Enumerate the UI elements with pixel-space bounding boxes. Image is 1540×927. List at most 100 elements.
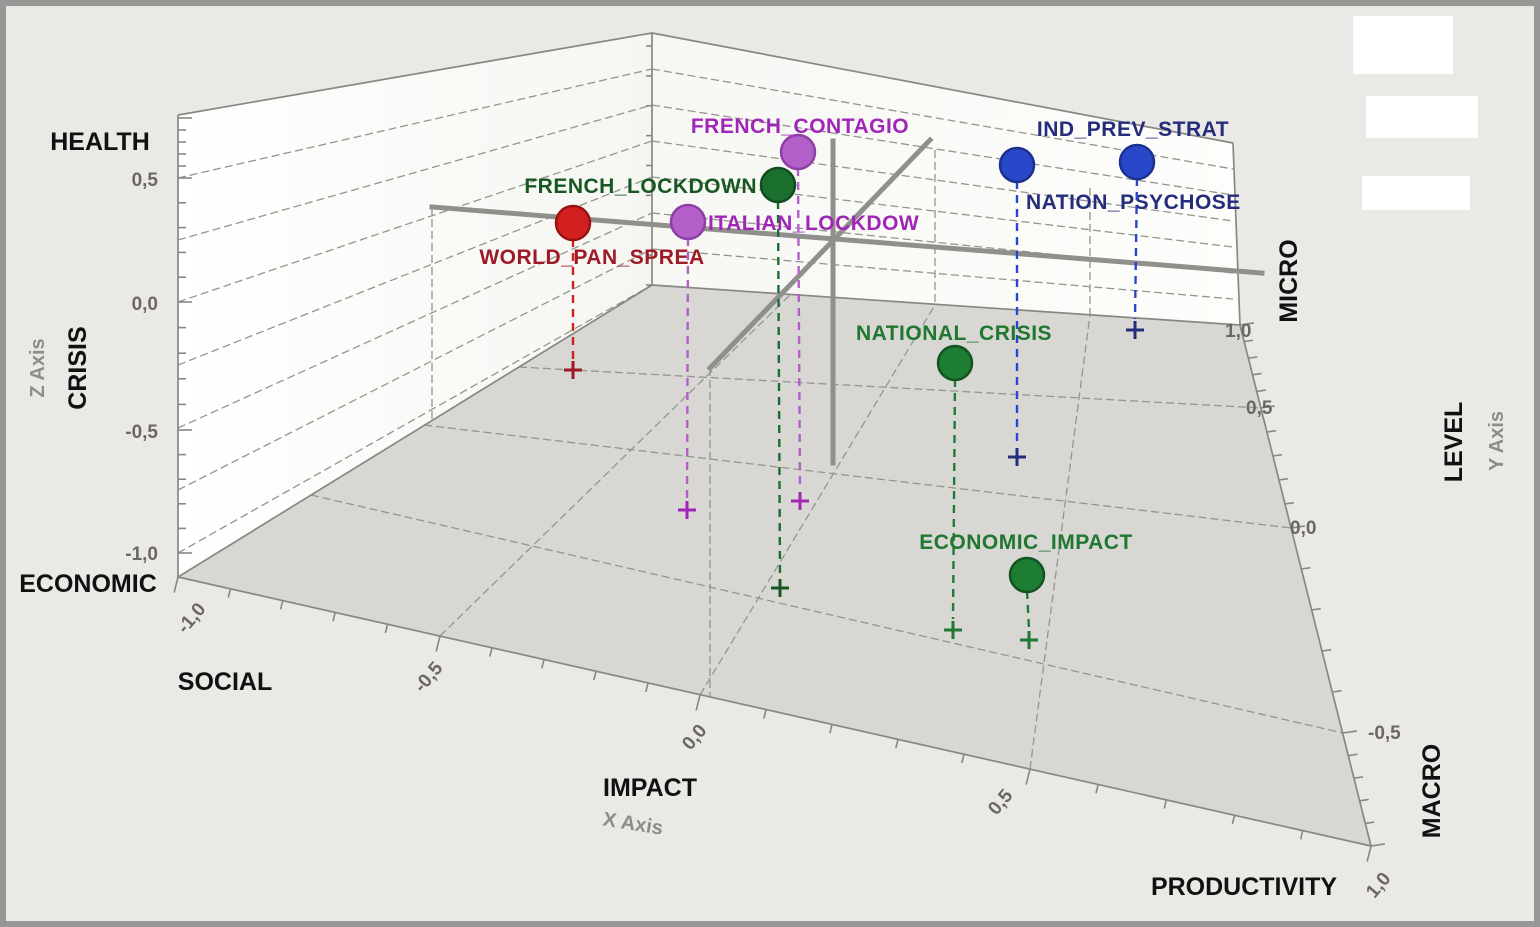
z-max-label: HEALTH: [50, 128, 150, 156]
plot-box: [178, 33, 1371, 846]
tick-mark: [1322, 648, 1332, 652]
y-max-label: MICRO: [1275, 239, 1303, 322]
y-tick: -0,5: [1368, 723, 1401, 744]
tick-mark: [332, 612, 336, 622]
floor-cross: [564, 361, 582, 379]
axis-tick-marks: [173, 45, 1385, 862]
marker: [779, 133, 817, 171]
tick-mark: [1239, 322, 1254, 326]
tick-mark: [1244, 339, 1254, 343]
x-tick: -0,5: [410, 658, 447, 697]
point-label: ECONOMIC_IMPACT: [919, 531, 1133, 554]
floor-back-edge: [651, 284, 1241, 326]
z-tick: 0,5: [132, 170, 159, 191]
tick-mark: [1025, 768, 1031, 785]
point-world-pan-sprea: WORLD_PAN_SPREA: [479, 204, 704, 379]
box-edges: [177, 32, 1372, 847]
tick-mark: [695, 694, 701, 711]
x-max-label: PRODUCTIVITY: [1151, 873, 1337, 901]
point-label: NATION_PSYCHOSE: [1026, 191, 1241, 214]
tick-mark: [1278, 477, 1289, 481]
axis-labels: HEALTH ECONOMIC SOCIAL IMPACT X Axis PRO…: [19, 128, 1508, 901]
point-economic-impact: ECONOMIC_IMPACT: [919, 531, 1133, 649]
y-axis-name: LEVEL: [1440, 402, 1468, 483]
marker: [759, 166, 797, 204]
tick-mark: [1248, 356, 1258, 359]
x-axis-sublabel: X Axis: [601, 808, 664, 839]
tick-mark: [279, 600, 284, 610]
point-label: WORLD_PAN_SPREA: [479, 246, 704, 269]
tick-mark: [227, 588, 232, 598]
tick-mark: [895, 739, 899, 749]
tick-mark: [593, 671, 597, 681]
y-min-label: MACRO: [1418, 744, 1446, 838]
z-tick: 0,0: [132, 294, 158, 315]
tick-mark: [1252, 372, 1262, 376]
tick-mark: [1299, 830, 1304, 840]
drop-line: [685, 237, 690, 500]
tick-mark: [384, 624, 389, 634]
tick-mark: [1332, 689, 1342, 693]
tick-mark: [1348, 753, 1358, 757]
plot-canvas: WORLD_PAN_SPREA ITALIAN_LOCKDOW FRENCH_C…: [19, 16, 1508, 903]
x-tick: 1,0: [1362, 869, 1395, 903]
point-italian-lockdow: ITALIAN_LOCKDOW: [669, 203, 919, 519]
tick-mark: [1272, 453, 1283, 457]
x-tick: -1,0: [173, 599, 210, 638]
blank-patch: [1362, 176, 1470, 210]
point-french-contagio: FRENCH_CONTAGIO: [691, 115, 909, 510]
tick-mark: [1163, 799, 1168, 809]
tick-mark: [961, 754, 965, 764]
point-label: FRENCH_CONTAGIO: [691, 115, 909, 138]
tick-mark: [1366, 845, 1372, 862]
tick-mark: [1284, 501, 1295, 505]
marker: [554, 204, 592, 242]
floor-front-edge: [177, 576, 1372, 847]
tick-mark: [1359, 798, 1369, 802]
point-label: IND_PREV_STRAT: [1037, 118, 1229, 141]
y-axis-sublabel: Y Axis: [1486, 411, 1508, 471]
marker: [669, 203, 707, 241]
tick-mark: [1290, 525, 1305, 529]
floor-left-edge: [177, 284, 653, 578]
y-tick: 1,0: [1225, 321, 1251, 342]
data-points: WORLD_PAN_SPREA ITALIAN_LOCKDOW FRENCH_C…: [479, 115, 1240, 649]
point-french-lockdown: FRENCH_LOCKDOWN: [524, 166, 797, 597]
marker: [1008, 556, 1046, 594]
point-label: ITALIAN_LOCKDOW: [708, 212, 919, 235]
right-corner-edge: [1232, 142, 1241, 326]
z-axis-name: CRISIS: [64, 326, 92, 409]
tick-mark: [1301, 566, 1311, 570]
point-national-crisis: NATIONAL_CRISIS: [856, 322, 1052, 639]
tick-mark: [1365, 821, 1375, 825]
floor-plane: [178, 285, 1371, 846]
floor-cross: [771, 579, 789, 597]
tick-mark: [1231, 815, 1236, 825]
drop-line: [951, 378, 957, 620]
y-tick: 0,0: [1290, 518, 1316, 539]
tick-mark: [1342, 730, 1357, 734]
back-left-wall: [178, 33, 652, 577]
marker: [1118, 143, 1156, 181]
x-min-label: SOCIAL: [178, 668, 272, 696]
z-tick: -1,0: [125, 544, 158, 565]
tick-mark: [541, 659, 545, 669]
tick-mark: [489, 647, 493, 657]
y-origin-axis: [706, 136, 934, 372]
marker: [998, 146, 1036, 184]
drop-line: [776, 200, 782, 578]
tick-mark: [1266, 429, 1277, 433]
tick-mark: [1260, 405, 1275, 409]
tick-mark: [1256, 389, 1266, 393]
tick-mark: [645, 683, 649, 693]
blank-patches: [1353, 16, 1478, 210]
x-axis-name: IMPACT: [603, 774, 697, 802]
x-tick: 0,5: [984, 785, 1017, 819]
z-tick: -0,5: [125, 422, 158, 443]
x-tick: 0,0: [678, 721, 711, 755]
tick-mark: [1354, 776, 1364, 779]
tick-mark: [1311, 607, 1321, 611]
drop-line: [796, 167, 802, 491]
blank-patch: [1366, 96, 1478, 138]
